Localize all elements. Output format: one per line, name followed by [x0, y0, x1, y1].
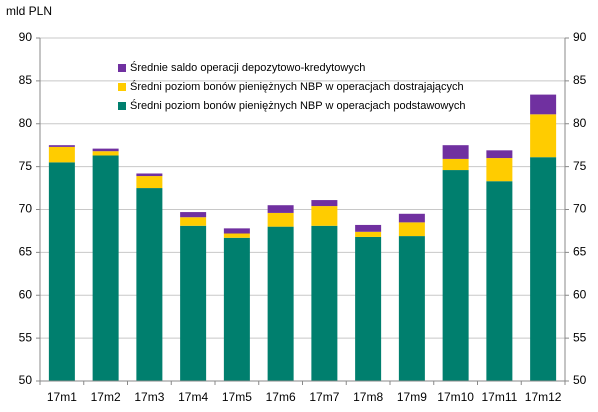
bar-segment — [267, 212, 294, 227]
y-tick-label: 60 — [19, 287, 33, 301]
bar-segment — [92, 148, 119, 152]
y-tick-label: 55 — [19, 330, 33, 344]
bar-segment — [530, 94, 557, 115]
bar-segment — [48, 162, 75, 381]
y2-tick-label: 90 — [573, 30, 587, 44]
bar-segment — [398, 213, 425, 223]
x-tick-label: 17m2 — [91, 390, 121, 404]
x-tick-label: 17m11 — [481, 390, 517, 404]
bar-segment — [311, 206, 338, 226]
y-tick-label: 65 — [19, 245, 33, 259]
x-tick-label: 17m4 — [178, 390, 208, 404]
y-tick-label: 70 — [19, 202, 33, 216]
y2-tick-label: 85 — [573, 73, 587, 87]
legend-swatch — [118, 64, 126, 72]
bar-segment — [180, 225, 207, 381]
y-tick-label: 90 — [19, 30, 33, 44]
x-tick-label: 17m8 — [353, 390, 383, 404]
bar-segment — [267, 226, 294, 381]
y-tick-label: 50 — [19, 373, 33, 387]
bar-segment — [48, 145, 75, 147]
bar-segment — [136, 176, 163, 189]
bar-segment — [530, 157, 557, 381]
y2-tick-label: 80 — [573, 116, 587, 130]
y-tick-label: 80 — [19, 116, 33, 130]
bar-segment — [92, 155, 119, 381]
bar-segment — [486, 181, 513, 381]
y-tick-label: 85 — [19, 73, 33, 87]
legend-label: Średni poziom bonów pieniężnych NBP w op… — [130, 80, 464, 93]
bar-segment — [355, 224, 382, 232]
bar-segment — [136, 173, 163, 177]
x-tick-label: 17m10 — [437, 390, 474, 404]
bar-segment — [355, 231, 382, 237]
x-tick-label: 17m9 — [397, 390, 427, 404]
bar-segment — [486, 150, 513, 159]
bar-segment — [223, 233, 250, 238]
bar-segment — [223, 228, 250, 234]
bar-segment — [223, 237, 250, 381]
legend-label: Średnie saldo operacji depozytowo-kredyt… — [130, 61, 365, 74]
x-tick-label: 17m12 — [525, 390, 562, 404]
y2-tick-label: 70 — [573, 202, 587, 216]
bar-segment — [398, 222, 425, 237]
bar-segment — [442, 170, 469, 381]
x-tick-label: 17m3 — [134, 390, 164, 404]
y2-tick-label: 65 — [573, 245, 587, 259]
bar-segment — [311, 200, 338, 207]
bar-segment — [311, 225, 338, 381]
bar-segment — [180, 217, 207, 226]
bar-segment — [136, 188, 163, 381]
legend-swatch — [118, 83, 126, 91]
y2-tick-label: 50 — [573, 373, 587, 387]
x-tick-label: 17m1 — [47, 390, 77, 404]
x-tick-label: 17m6 — [266, 390, 296, 404]
bar-segment — [355, 236, 382, 381]
bar-segment — [442, 145, 469, 159]
x-tick-label: 17m7 — [309, 390, 339, 404]
bar-segment — [267, 205, 294, 213]
bar-segment — [48, 146, 75, 163]
y2-tick-label: 75 — [573, 159, 587, 173]
legend-swatch — [118, 102, 126, 110]
bar-segment — [486, 158, 513, 182]
legend-label: Średni poziom bonów pieniężnych NBP w op… — [130, 99, 465, 112]
x-tick-label: 17m5 — [222, 390, 252, 404]
bar-segment — [442, 158, 469, 171]
y-tick-label: 75 — [19, 159, 33, 173]
y2-tick-label: 60 — [573, 287, 587, 301]
bar-segment — [530, 114, 557, 158]
y2-tick-label: 55 — [573, 330, 587, 344]
y-axis-label: mld PLN — [6, 4, 52, 18]
bar-segment — [180, 212, 207, 218]
bar-segment — [398, 236, 425, 381]
bar-segment — [92, 151, 119, 156]
